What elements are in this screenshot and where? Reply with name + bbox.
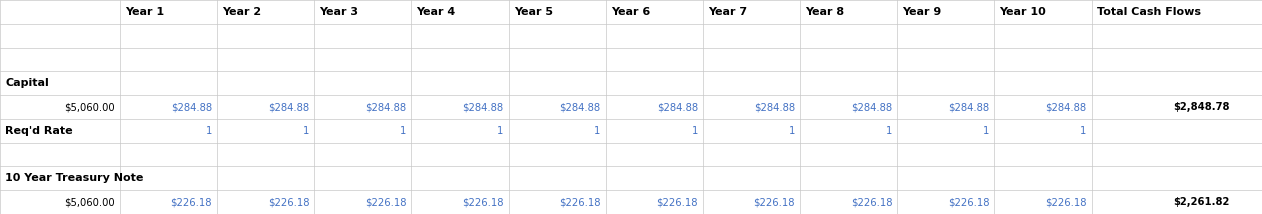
Text: $2,848.78: $2,848.78 (1172, 102, 1229, 112)
Text: Req'd Rate: Req'd Rate (5, 126, 73, 136)
Text: $284.88: $284.88 (268, 102, 309, 112)
Text: 1: 1 (692, 126, 698, 136)
Text: $226.18: $226.18 (1045, 197, 1087, 207)
Text: 1: 1 (983, 126, 989, 136)
Text: $5,060.00: $5,060.00 (64, 197, 115, 207)
Text: Year 4: Year 4 (416, 7, 456, 17)
Text: Year 10: Year 10 (1000, 7, 1046, 17)
Text: $226.18: $226.18 (948, 197, 989, 207)
Text: 1: 1 (1080, 126, 1087, 136)
Text: $284.88: $284.88 (656, 102, 698, 112)
Text: $2,261.82: $2,261.82 (1172, 197, 1229, 207)
Text: Capital: Capital (5, 78, 49, 88)
Text: Year 5: Year 5 (514, 7, 553, 17)
Text: Year 2: Year 2 (222, 7, 261, 17)
Text: Total Cash Flows: Total Cash Flows (1097, 7, 1200, 17)
Text: 1: 1 (400, 126, 406, 136)
Text: 10 Year Treasury Note: 10 Year Treasury Note (5, 173, 144, 183)
Text: $226.18: $226.18 (462, 197, 504, 207)
Text: $284.88: $284.88 (365, 102, 406, 112)
Text: $226.18: $226.18 (656, 197, 698, 207)
Text: $284.88: $284.88 (559, 102, 601, 112)
Text: $284.88: $284.88 (948, 102, 989, 112)
Text: 1: 1 (789, 126, 795, 136)
Text: 1: 1 (886, 126, 892, 136)
Text: Year 3: Year 3 (319, 7, 358, 17)
Text: $284.88: $284.88 (753, 102, 795, 112)
Text: $226.18: $226.18 (365, 197, 406, 207)
Text: 1: 1 (303, 126, 309, 136)
Text: $284.88: $284.88 (462, 102, 504, 112)
Text: $226.18: $226.18 (753, 197, 795, 207)
Text: Year 6: Year 6 (611, 7, 650, 17)
Text: Year 8: Year 8 (805, 7, 844, 17)
Text: $284.88: $284.88 (851, 102, 892, 112)
Text: 1: 1 (206, 126, 212, 136)
Text: Year 9: Year 9 (902, 7, 941, 17)
Text: 1: 1 (497, 126, 504, 136)
Text: Year 1: Year 1 (125, 7, 164, 17)
Text: $284.88: $284.88 (1045, 102, 1087, 112)
Text: Year 7: Year 7 (708, 7, 747, 17)
Text: $226.18: $226.18 (170, 197, 212, 207)
Text: $284.88: $284.88 (170, 102, 212, 112)
Text: 1: 1 (594, 126, 601, 136)
Text: $226.18: $226.18 (559, 197, 601, 207)
Text: $226.18: $226.18 (851, 197, 892, 207)
Text: $5,060.00: $5,060.00 (64, 102, 115, 112)
Text: $226.18: $226.18 (268, 197, 309, 207)
